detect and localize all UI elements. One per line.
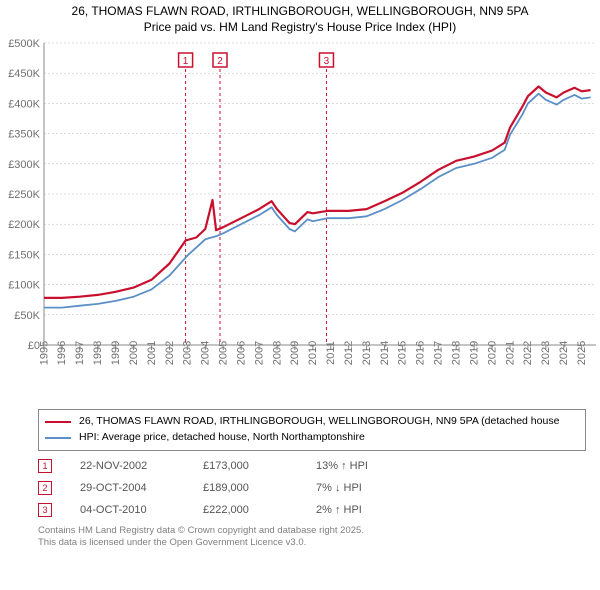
- y-tick-label: £500K: [8, 38, 40, 50]
- footnote-line-2: This data is licensed under the Open Gov…: [38, 537, 586, 549]
- x-tick-label: 2002: [164, 341, 176, 365]
- x-tick-label: 2021: [504, 341, 516, 365]
- title-block: 26, THOMAS FLAWN ROAD, IRTHLINGBOROUGH, …: [0, 0, 600, 37]
- event-price: £173,000: [203, 460, 288, 472]
- legend-swatch: [45, 421, 71, 423]
- legend-label: 26, THOMAS FLAWN ROAD, IRTHLINGBOROUGH, …: [79, 414, 559, 430]
- series-hpi: [44, 94, 591, 308]
- x-tick-label: 2015: [397, 341, 409, 365]
- event-pct: 7% ↓ HPI: [316, 482, 362, 494]
- footnote-line-1: Contains HM Land Registry data © Crown c…: [38, 525, 586, 537]
- x-tick-label: 2013: [361, 341, 373, 365]
- y-tick-label: £400K: [8, 99, 40, 111]
- event-pct: 13% ↑ HPI: [316, 460, 368, 472]
- title-line-2: Price paid vs. HM Land Registry's House …: [10, 20, 590, 36]
- legend: 26, THOMAS FLAWN ROAD, IRTHLINGBOROUGH, …: [38, 409, 586, 451]
- y-tick-label: £50K: [14, 310, 40, 322]
- x-tick-label: 2014: [379, 341, 391, 365]
- y-tick-label: £200K: [8, 219, 40, 231]
- event-row-marker: 3: [38, 503, 52, 517]
- x-tick-label: 2025: [576, 341, 588, 365]
- x-tick-label: 2017: [433, 341, 445, 365]
- event-price: £222,000: [203, 504, 288, 516]
- event-row-marker: 2: [38, 481, 52, 495]
- x-tick-label: 2009: [289, 341, 301, 365]
- event-date: 22-NOV-2002: [80, 460, 175, 472]
- event-date: 29-OCT-2004: [80, 482, 175, 494]
- x-tick-label: 2012: [343, 341, 355, 365]
- x-tick-label: 2005: [218, 341, 230, 365]
- x-tick-label: 2008: [271, 341, 283, 365]
- x-tick-label: 2023: [540, 341, 552, 365]
- y-tick-label: £150K: [8, 250, 40, 262]
- x-tick-label: 2003: [182, 341, 194, 365]
- x-tick-label: 2016: [415, 341, 427, 365]
- y-tick-label: £450K: [8, 68, 40, 80]
- x-tick-label: 2020: [486, 341, 498, 365]
- x-tick-label: 1999: [110, 341, 122, 365]
- series-property: [44, 87, 591, 298]
- x-tick-label: 2010: [307, 341, 319, 365]
- event-pct: 2% ↑ HPI: [316, 504, 362, 516]
- event-marker-label: 3: [324, 56, 330, 67]
- chart-svg: £0£50K£100K£150K£200K£250K£300K£350K£400…: [0, 37, 600, 407]
- y-tick-label: £100K: [8, 280, 40, 292]
- event-date: 04-OCT-2010: [80, 504, 175, 516]
- chart-container: 26, THOMAS FLAWN ROAD, IRTHLINGBOROUGH, …: [0, 0, 600, 590]
- event-marker-label: 1: [183, 56, 189, 67]
- x-tick-label: 2018: [451, 341, 463, 365]
- legend-swatch: [45, 437, 71, 439]
- event-row: 2 29-OCT-2004 £189,000 7% ↓ HPI: [38, 477, 586, 499]
- x-tick-label: 2007: [253, 341, 265, 365]
- chart-area: £0£50K£100K£150K£200K£250K£300K£350K£400…: [0, 37, 600, 407]
- x-tick-label: 2019: [468, 341, 480, 365]
- legend-row: HPI: Average price, detached house, Nort…: [45, 430, 579, 446]
- x-tick-label: 1996: [56, 341, 68, 365]
- event-row-marker: 1: [38, 459, 52, 473]
- x-tick-label: 2001: [146, 341, 158, 365]
- x-tick-label: 2022: [522, 341, 534, 365]
- x-tick-label: 1998: [92, 341, 104, 365]
- event-row: 3 04-OCT-2010 £222,000 2% ↑ HPI: [38, 499, 586, 521]
- x-tick-label: 2000: [128, 341, 140, 365]
- event-marker-label: 2: [217, 56, 223, 67]
- x-tick-label: 2004: [200, 341, 212, 365]
- title-line-1: 26, THOMAS FLAWN ROAD, IRTHLINGBOROUGH, …: [10, 4, 590, 20]
- y-tick-label: £250K: [8, 189, 40, 201]
- y-tick-label: £300K: [8, 159, 40, 171]
- x-tick-label: 2006: [235, 341, 247, 365]
- events-table: 1 22-NOV-2002 £173,000 13% ↑ HPI 2 29-OCT-200…: [38, 455, 586, 521]
- x-tick-label: 2024: [558, 341, 570, 365]
- x-tick-label: 1997: [74, 341, 86, 365]
- legend-row: 26, THOMAS FLAWN ROAD, IRTHLINGBOROUGH, …: [45, 414, 579, 430]
- footnote: Contains HM Land Registry data © Crown c…: [38, 525, 586, 550]
- event-row: 1 22-NOV-2002 £173,000 13% ↑ HPI: [38, 455, 586, 477]
- legend-label: HPI: Average price, detached house, Nort…: [79, 430, 365, 446]
- y-tick-label: £350K: [8, 129, 40, 141]
- event-price: £189,000: [203, 482, 288, 494]
